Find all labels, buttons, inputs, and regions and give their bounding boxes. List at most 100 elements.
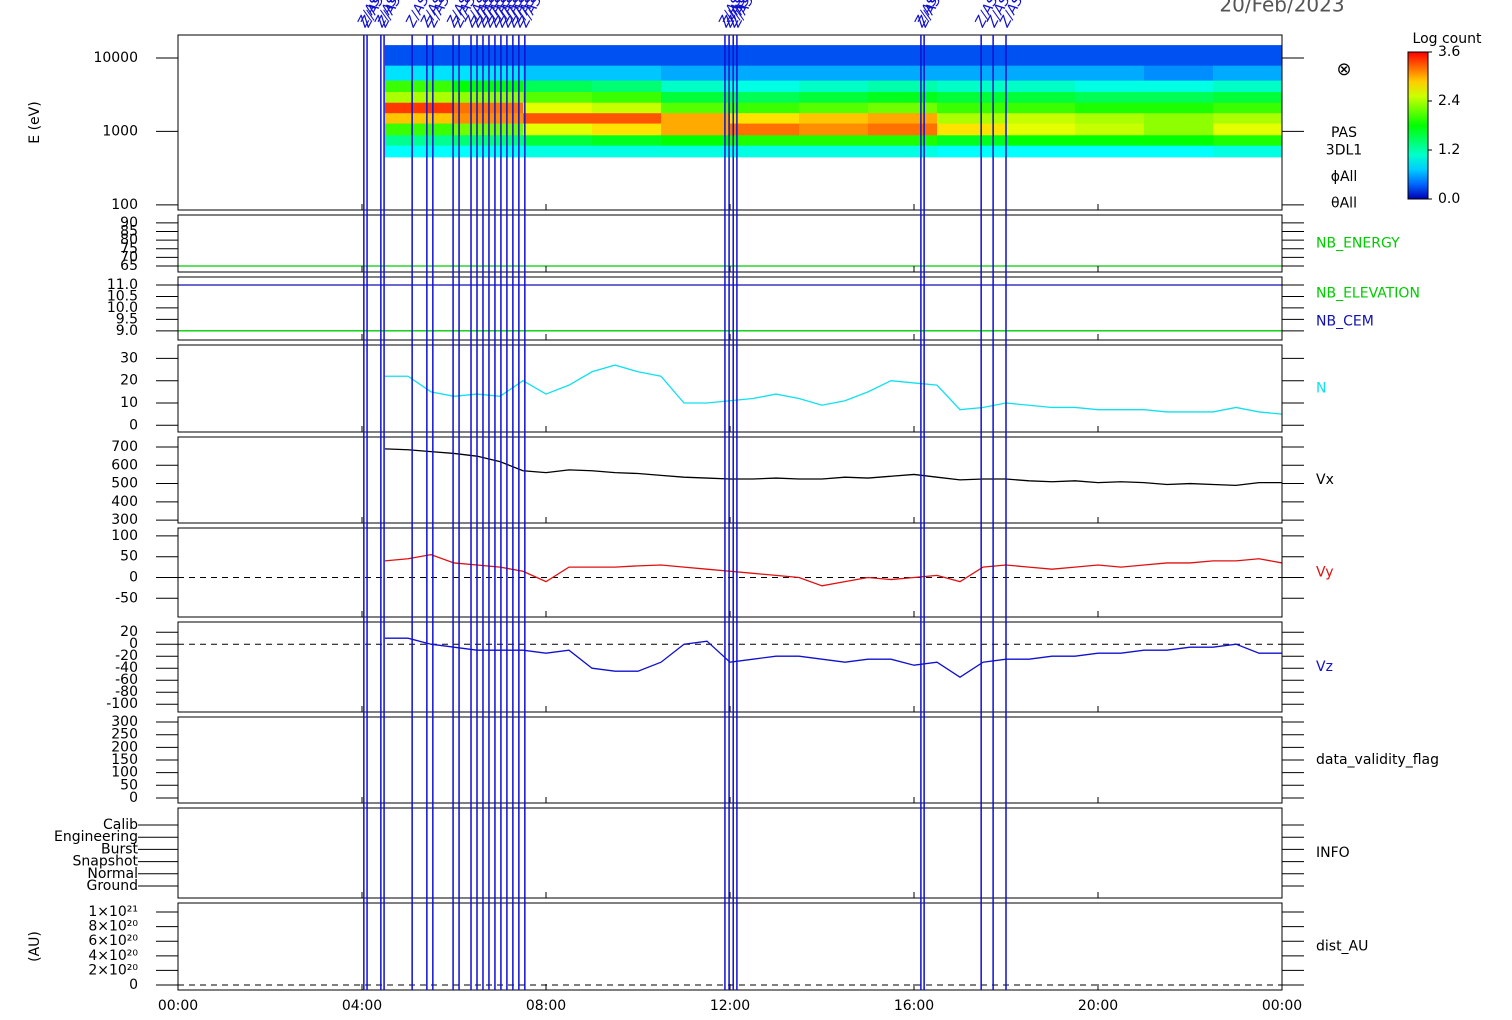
spectrogram-cell	[1213, 145, 1283, 158]
y-tick-label: 65	[120, 258, 138, 274]
series-label: N	[1316, 381, 1326, 397]
spectrogram-cell	[592, 91, 662, 103]
y-tick-label: 0	[129, 790, 138, 806]
spectrogram-cell	[1075, 91, 1145, 103]
spectrogram-cell	[592, 80, 662, 92]
spectrogram-cell	[661, 123, 731, 136]
spectrogram-cell	[1075, 45, 1145, 66]
spectrogram-cell	[730, 145, 800, 158]
y-tick-label: 250	[111, 727, 138, 743]
spectrogram-cell	[1213, 102, 1283, 114]
spectrogram-cell	[1213, 112, 1283, 124]
panel-frame	[177, 344, 1283, 433]
y-tick-label: -80	[115, 684, 138, 700]
spectrogram-cell	[868, 91, 938, 103]
y-tick-label: 100	[111, 197, 138, 213]
spectrogram-cell	[523, 134, 593, 146]
spectrogram-cell	[661, 134, 731, 146]
x-tick-label: 12:00	[710, 998, 750, 1014]
colorbar-title: Log count	[1413, 31, 1482, 47]
instrument-symbol: ⊗	[1336, 59, 1351, 80]
y-tick-label: 1000	[102, 123, 138, 139]
spectrogram-cell	[937, 145, 1007, 158]
spectrogram-cell	[1006, 145, 1076, 158]
spectrogram-cell	[385, 91, 455, 103]
spectrogram-cell	[523, 145, 593, 158]
panel-label: dist_AU	[1316, 939, 1368, 955]
spectrogram-cell	[730, 80, 800, 92]
panel-frame	[177, 527, 1283, 618]
spectrogram-cell	[1075, 65, 1145, 81]
series-line	[384, 553, 1283, 587]
spectrogram-cell	[661, 65, 731, 81]
y-tick-label: 6×10²⁰	[88, 933, 138, 949]
y-tick-label: 11.0	[107, 277, 138, 293]
spectrogram-cell	[1075, 123, 1145, 136]
y-tick-label: 0	[129, 977, 138, 993]
colorbar-tick-label: 3.6	[1438, 44, 1460, 60]
y-tick-label: 20	[120, 624, 138, 640]
y-tick-label: 10000	[93, 50, 138, 66]
spectrogram-cell	[523, 65, 593, 81]
colorbar-tick-label: 0.0	[1438, 191, 1460, 207]
spectrogram-cell	[868, 134, 938, 146]
spectrogram-cell	[1075, 145, 1145, 158]
spectrogram-cell	[1144, 112, 1214, 124]
spectrogram-cell	[799, 134, 869, 146]
spectrogram-cell	[592, 102, 662, 114]
spectrogram-cell	[592, 112, 662, 124]
y-tick-label: 9.0	[116, 323, 138, 339]
spectrogram-cell	[661, 145, 731, 158]
series-label: Vz	[1316, 659, 1333, 675]
spectrogram-cell	[1006, 91, 1076, 103]
y-tick-label: 50	[120, 549, 138, 565]
colorbar-tick-label: 2.4	[1438, 93, 1460, 109]
y-tick-label: 30	[120, 350, 138, 366]
y-axis-label: (AU)	[27, 931, 43, 962]
spectrogram-cell	[1006, 80, 1076, 92]
spectrogram-cell	[1213, 65, 1283, 81]
spectrogram-cell	[592, 134, 662, 146]
y-tick-label: 0	[129, 569, 138, 585]
y-tick-label: 500	[111, 476, 138, 492]
y-tick-label: 100	[111, 528, 138, 544]
y-tick-label: 0	[129, 417, 138, 433]
x-tick-label: 16:00	[894, 998, 934, 1014]
x-tick-label: 08:00	[526, 998, 566, 1014]
spectrogram-cell	[1006, 102, 1076, 114]
panel-frame	[177, 716, 1283, 804]
y-tick-label: -40	[115, 660, 138, 676]
spectrogram-cell	[385, 45, 455, 66]
spectrogram-cell	[661, 91, 731, 103]
y-tick-label: 600	[111, 457, 138, 473]
spectrogram-cell	[868, 65, 938, 81]
spectrogram-cell	[1144, 65, 1214, 81]
y-tick-label: 8×10²⁰	[88, 919, 138, 935]
category-label: Calib	[103, 817, 138, 833]
colorbar-tick-label: 1.2	[1438, 142, 1460, 158]
y-tick-label: 4×10²⁰	[88, 948, 138, 964]
series-label: Vx	[1316, 472, 1334, 488]
y-tick-label: -50	[115, 590, 138, 606]
y-tick-label: 20	[120, 373, 138, 389]
y-tick-label: 2×10²⁰	[88, 962, 138, 978]
spectrogram-cell	[385, 65, 455, 81]
spectrogram-cell	[1144, 134, 1214, 146]
spectrogram-cell	[1144, 123, 1214, 136]
spectrogram-cell	[385, 112, 455, 124]
series-label: NB_CEM	[1316, 314, 1374, 330]
x-tick-label: 04:00	[342, 998, 382, 1014]
spectrogram-cell	[1213, 91, 1283, 103]
spectrogram-cell	[868, 145, 938, 158]
spectrogram-cell	[592, 145, 662, 158]
y-tick-label: 80	[120, 232, 138, 248]
y-tick-label: 70	[120, 249, 138, 265]
spectrogram-cell	[385, 80, 455, 92]
category-label: Normal	[87, 866, 138, 882]
series-label: NB_ELEVATION	[1316, 286, 1420, 302]
spectrogram-cell	[937, 123, 1007, 136]
spectrogram-cell	[661, 102, 731, 114]
spectrogram-cell	[1144, 91, 1214, 103]
spectrogram-cell	[937, 112, 1007, 124]
